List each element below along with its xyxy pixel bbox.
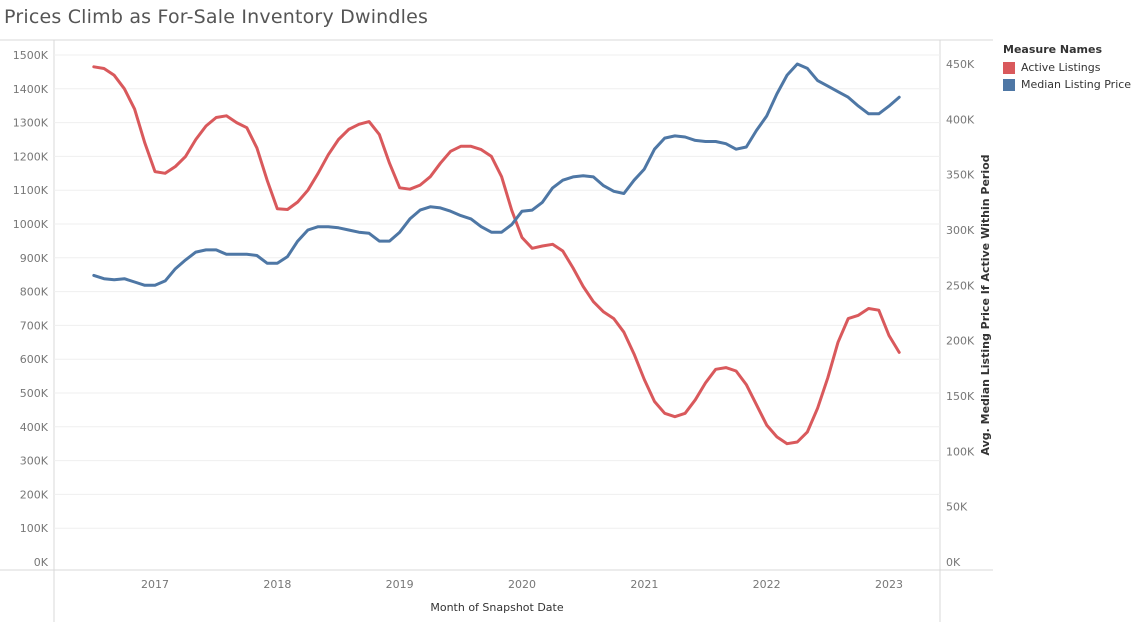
y-right-tick-label: 200K <box>946 335 975 348</box>
x-tick-label: 2017 <box>141 578 169 591</box>
y-left-tick-label: 1100K <box>13 184 49 197</box>
y-left-tick-label: 700K <box>20 319 49 332</box>
x-axis-title: Month of Snapshot Date <box>430 601 564 614</box>
y-right-tick-label: 0K <box>946 556 961 569</box>
y-right-tick-label: 400K <box>946 113 975 126</box>
y-right-tick-label: 350K <box>946 169 975 182</box>
y-left-tick-label: 500K <box>20 387 49 400</box>
legend-label-median-listing-price: Median Listing Price <box>1021 78 1132 91</box>
y-right-tick-label: 250K <box>946 279 975 292</box>
y-left-tick-label: 900K <box>20 252 49 265</box>
legend-title: Measure Names <box>1003 43 1103 56</box>
x-tick-label: 2021 <box>630 578 658 591</box>
x-tick-label: 2020 <box>508 578 536 591</box>
x-tick-label: 2018 <box>263 578 291 591</box>
series-line-median-listing-price <box>92 62 901 287</box>
y-right-tick-label: 300K <box>946 224 975 237</box>
legend-swatch-median-listing-price <box>1003 78 1015 91</box>
x-tick-label: 2019 <box>386 578 414 591</box>
legend-label-active-listings: Active Listings <box>1021 61 1101 74</box>
y-left-tick-label: 400K <box>20 421 49 434</box>
series-line-active-listings <box>92 65 901 446</box>
legend-swatch-active-listings <box>1003 61 1015 74</box>
y-right-tick-label: 150K <box>946 390 975 403</box>
y-right-axis-title: Avg. Median Listing Price If Active With… <box>979 154 992 455</box>
x-tick-label: 2022 <box>753 578 781 591</box>
chart-title: Prices Climb as For-Sale Inventory Dwind… <box>4 6 429 28</box>
y-left-tick-label: 200K <box>20 488 49 501</box>
y-left-tick-label: 1200K <box>13 150 49 163</box>
y-left-tick-label: 0K <box>34 556 49 569</box>
legend-item-active-listings[interactable]: Active Listings <box>1003 59 1131 76</box>
y-left-tick-label: 1500K <box>13 49 49 62</box>
y-left-tick-label: 600K <box>20 353 49 366</box>
y-left-tick-label: 800K <box>20 286 49 299</box>
y-right-tick-label: 100K <box>946 445 975 458</box>
y-left-tick-label: 100K <box>20 522 49 535</box>
y-left-tick-label: 1300K <box>13 117 49 130</box>
x-tick-label: 2023 <box>875 578 903 591</box>
y-left-tick-label: 300K <box>20 455 49 468</box>
y-right-tick-label: 50K <box>946 501 968 514</box>
y-right-tick-label: 450K <box>946 58 975 71</box>
y-left-tick-label: 1400K <box>13 83 49 96</box>
legend: Measure Names Active Listings Median Lis… <box>1003 43 1131 93</box>
legend-item-median-listing-price[interactable]: Median Listing Price <box>1003 76 1131 93</box>
y-left-tick-label: 1000K <box>13 218 49 231</box>
